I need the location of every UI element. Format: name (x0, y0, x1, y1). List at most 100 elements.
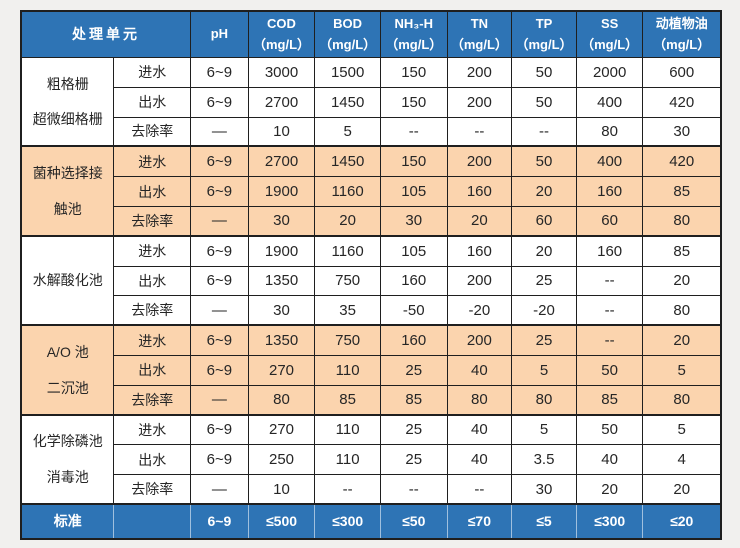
standard-value-cell: ≤20 (643, 504, 720, 538)
value-cell: -50 (380, 296, 448, 327)
group-name-cell: 水解酸化池 (22, 236, 115, 327)
value-cell: -- (576, 266, 644, 297)
row-type-cell: 去除率 (114, 296, 192, 327)
row-type-cell: 进水 (114, 236, 192, 267)
value-cell: 30 (643, 117, 720, 148)
value-cell: 160 (380, 266, 448, 297)
value-cell: 5 (315, 117, 381, 148)
value-cell: 250 (248, 445, 316, 476)
value-cell: 85 (315, 385, 381, 416)
value-cell: 30 (248, 206, 316, 237)
standard-value-cell: ≤500 (248, 504, 316, 538)
ph-value-cell: 6~9 (191, 415, 249, 446)
row-type-cell: 去除率 (114, 117, 192, 148)
value-cell: 35 (315, 296, 381, 327)
value-cell: 2700 (248, 147, 316, 178)
value-cell: 160 (447, 177, 513, 207)
column-header-line2: （mg/L） (450, 36, 508, 52)
value-cell: 1900 (248, 236, 316, 267)
ph-value-cell: — (191, 296, 249, 327)
value-cell: 80 (512, 385, 577, 416)
value-cell: 5 (512, 355, 577, 386)
value-cell: -- (380, 475, 448, 505)
ph-value-cell: 6~9 (191, 266, 249, 297)
column-header-line2: （mg/L） (385, 36, 443, 52)
value-cell: 1160 (315, 177, 381, 207)
value-cell: 85 (380, 385, 448, 416)
value-cell: 20 (447, 206, 513, 237)
group-name-cell: A/O 池二沉池 (22, 326, 115, 416)
value-cell: 150 (380, 147, 448, 178)
group-name-line: 粗格栅 (46, 75, 89, 92)
column-header-line1: NH₃-H (394, 16, 433, 32)
value-cell: -- (447, 475, 513, 505)
column-header-bod: BOD （mg/L） (315, 12, 381, 58)
standard-value-cell: ≤300 (576, 504, 644, 538)
standard-label-cell: 标准 (22, 504, 115, 538)
value-cell: 20 (315, 206, 381, 237)
value-cell: 25 (512, 266, 577, 297)
column-header-oil: 动植物油 （mg/L） (643, 12, 720, 58)
value-cell: 1450 (315, 147, 381, 178)
ph-value-cell: 6~9 (191, 58, 249, 88)
value-cell: -- (380, 117, 448, 148)
column-header-cod: COD （mg/L） (248, 12, 316, 58)
value-cell: -20 (447, 296, 513, 327)
value-cell: 40 (447, 355, 513, 386)
row-type-cell: 出水 (114, 87, 192, 118)
group-name-cell: 化学除磷池 消毒池 (22, 415, 115, 505)
value-cell: 20 (643, 475, 720, 505)
row-type-cell: 进水 (114, 58, 192, 88)
column-header-line1: COD (267, 16, 296, 32)
value-cell: 400 (576, 87, 644, 118)
row-type-cell: 出水 (114, 355, 192, 386)
value-cell: 1350 (248, 266, 316, 297)
value-cell: 3.5 (512, 445, 577, 476)
ph-value-cell: 6~9 (191, 355, 249, 386)
value-cell: 105 (380, 177, 448, 207)
ph-value-cell: — (191, 117, 249, 148)
value-cell: 1500 (315, 58, 381, 88)
treatment-results-table: 处理单元 pH COD （mg/L） BOD （mg/L） NH₃-H （mg/L） TN （mg… (20, 10, 722, 540)
value-cell: 110 (315, 445, 381, 476)
column-header-ss: SS （mg/L） (576, 12, 644, 58)
value-cell: 50 (512, 147, 577, 178)
column-header-tn: TN （mg/L） (447, 12, 513, 58)
row-type-cell: 进水 (114, 415, 192, 446)
value-cell: 750 (315, 266, 381, 297)
value-cell: 30 (512, 475, 577, 505)
ph-value-cell: — (191, 206, 249, 237)
row-type-cell: 进水 (114, 147, 192, 178)
value-cell: -- (576, 296, 644, 327)
column-header-line1: TN (470, 16, 489, 32)
value-cell: 2700 (248, 87, 316, 118)
value-cell: 270 (248, 355, 316, 386)
ph-value-cell: 6~9 (191, 236, 249, 267)
group-name-cell: 菌种选择接 触池 (22, 147, 115, 237)
column-header-line1: pH (210, 26, 229, 42)
ph-value-cell: 6~9 (191, 326, 249, 356)
ph-value-cell: — (191, 475, 249, 505)
row-type-cell: 去除率 (114, 385, 192, 416)
value-cell: 160 (380, 326, 448, 356)
value-cell: 40 (447, 445, 513, 476)
group-name-line: 水解酸化池 (32, 272, 103, 289)
value-cell: 85 (643, 236, 720, 267)
value-cell: 160 (576, 236, 644, 267)
column-header-line1: 动植物油 (655, 16, 708, 32)
value-cell: 200 (447, 147, 513, 178)
group-name-line: A/O 池 (46, 343, 89, 360)
value-cell: 5 (512, 415, 577, 446)
standard-ph-cell: 6~9 (191, 504, 249, 538)
row-type-cell: 进水 (114, 326, 192, 356)
value-cell: 2000 (576, 58, 644, 88)
value-cell: 60 (512, 206, 577, 237)
value-cell: 150 (380, 87, 448, 118)
value-cell: 25 (380, 355, 448, 386)
row-type-cell: 去除率 (114, 206, 192, 237)
standard-value-cell: ≤70 (447, 504, 513, 538)
value-cell: 80 (643, 385, 720, 416)
value-cell: 20 (643, 326, 720, 356)
standard-value-cell: ≤5 (512, 504, 577, 538)
